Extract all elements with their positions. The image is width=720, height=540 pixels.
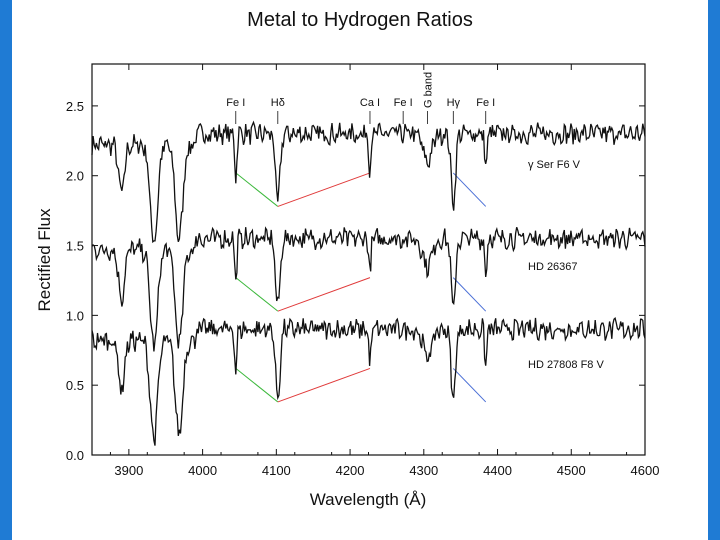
line-id-label: Ca I [360,97,380,109]
x-tick-label: 4300 [409,463,438,478]
x-tick-label: 4400 [483,463,512,478]
ratio-line [452,172,487,207]
y-axis-title: Rectified Flux [35,208,54,311]
ratio-line [277,277,371,312]
spectrum-line [91,226,646,352]
y-tick-label: 2.0 [66,169,84,184]
line-id-label: Hδ [271,97,285,109]
ratio-line [235,277,279,312]
y-tick-label: 0.5 [66,378,84,393]
star-label: γ Ser F6 V [528,159,581,171]
y-tick-label: 1.0 [66,308,84,323]
star-label: HD 27808 F8 V [528,359,604,371]
line-id-label: Fe I [394,97,413,109]
ratio-line [235,368,279,403]
x-tick-label: 4200 [336,463,365,478]
ratio-line [452,368,487,403]
spectrum-line [91,120,646,244]
ratio-line [277,172,371,207]
right-accent-bar [708,0,720,540]
x-tick-label: 3900 [114,463,143,478]
slide-title: Metal to Hydrogen Ratios [247,9,473,31]
x-tick-label: 4100 [262,463,291,478]
ratio-line [235,172,279,207]
y-tick-label: 0.0 [66,448,84,463]
ratio-line [452,277,487,312]
x-tick-label: 4600 [631,463,660,478]
spectrum-line [91,316,646,446]
y-tick-label: 1.5 [66,239,84,254]
line-id-label: G band [422,72,434,108]
line-id-label: Hγ [447,97,461,109]
star-label: HD 26367 [528,261,578,273]
line-id-label: Fe I [476,97,495,109]
y-tick-label: 2.5 [66,99,84,114]
ratio-line [277,367,371,403]
x-tick-label: 4000 [188,463,217,478]
x-axis-title: Wavelength (Å) [310,490,427,509]
x-tick-label: 4500 [557,463,586,478]
line-id-label: Fe I [226,97,245,109]
left-accent-bar [0,0,12,540]
